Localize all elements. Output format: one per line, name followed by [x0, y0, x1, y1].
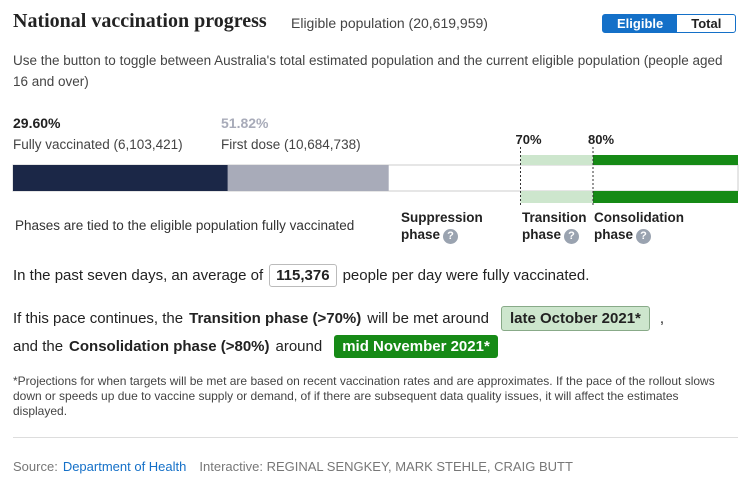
- source-label: Source:: [13, 459, 58, 474]
- text: will be met around: [367, 310, 489, 327]
- subtitle: Eligible population (20,619,959): [291, 15, 488, 31]
- text: people per day were fully vaccinated.: [342, 267, 590, 284]
- description: Use the button to toggle between Austral…: [13, 53, 723, 89]
- projection-line: If this pace continues, the Transition ph…: [13, 306, 664, 331]
- help-icon[interactable]: ?: [636, 229, 652, 244]
- text: around: [275, 338, 323, 355]
- divider: [13, 437, 738, 438]
- phase-zone: [593, 191, 738, 203]
- text: In the past seven days, an average of: [13, 267, 264, 284]
- toggle-button[interactable]: Total: [691, 16, 722, 31]
- progress-bar: 70% 80%: [12, 132, 739, 205]
- average: In the past seven days, an average of 115…: [13, 264, 589, 287]
- average-value: 115,376: [269, 264, 337, 287]
- phase-label: Consolidation phase?: [594, 209, 684, 244]
- source-link[interactable]: Department of Health: [62, 459, 187, 474]
- phase-zone: [520, 191, 593, 203]
- text: ,: [659, 310, 665, 327]
- help-icon[interactable]: ?: [443, 229, 459, 244]
- phase-zone: [520, 155, 593, 165]
- source: Source: Department of Health Interactive: …: [13, 459, 573, 474]
- phase: Consolidation phase (>80%): [69, 338, 270, 355]
- phases-note: Phases are tied to the eligible populati…: [15, 218, 355, 233]
- toggle: Eligible Total: [602, 14, 737, 33]
- footnote: *Projections for when targets will be me…: [13, 374, 715, 418]
- fully-vaccinated-label: Fully vaccinated (6,103,421): [13, 137, 183, 152]
- date: late October 2021*: [500, 306, 650, 331]
- phase-name: Suppression phase: [401, 210, 483, 242]
- text: and the: [13, 338, 64, 355]
- projection-line: and the Consolidation phase (>80%) around m…: [13, 335, 498, 358]
- date: mid November 2021*: [334, 335, 498, 358]
- fully-vaccinated-bar: [13, 165, 228, 191]
- help-icon[interactable]: ?: [564, 229, 580, 244]
- phase-label: Suppression phase?: [401, 209, 483, 244]
- phase: Transition phase (>70%): [189, 310, 362, 327]
- threshold-label: 80%: [588, 132, 614, 147]
- phase-zone: [593, 155, 738, 165]
- first-dose-value: 51.82%: [221, 115, 269, 131]
- phase-name: Transition phase: [522, 210, 587, 242]
- credits: Interactive: REGINAL SENGKEY, MARK STEHL…: [199, 459, 573, 474]
- phase-label: Transition phase?: [522, 209, 587, 244]
- fully-vaccinated-value: 29.60%: [13, 115, 61, 131]
- toggle-button[interactable]: Eligible: [603, 15, 678, 32]
- text: If this pace continues, the: [13, 310, 184, 327]
- first-dose-label: First dose (10,684,738): [221, 137, 361, 152]
- title: National vaccination progress: [13, 10, 267, 32]
- threshold-label: 70%: [515, 132, 541, 147]
- phase-name: Consolidation phase: [594, 210, 684, 242]
